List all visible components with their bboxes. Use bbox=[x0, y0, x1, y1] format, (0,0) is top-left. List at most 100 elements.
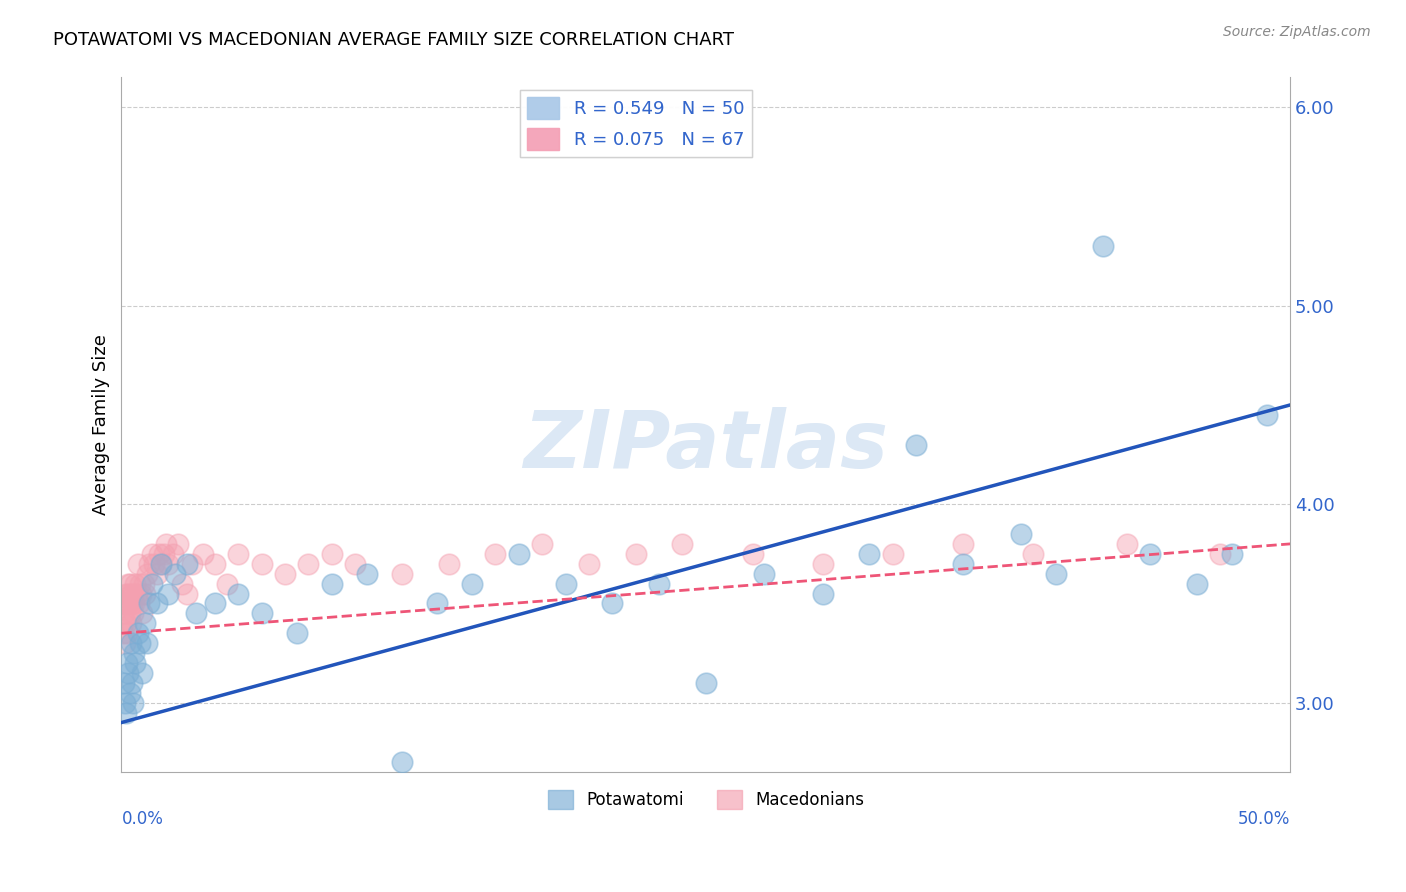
Text: ZIPatlas: ZIPatlas bbox=[523, 407, 889, 484]
Point bbox=[124, 646, 146, 660]
Point bbox=[112, 676, 135, 690]
Point bbox=[391, 756, 413, 770]
Point bbox=[226, 547, 249, 561]
Point bbox=[129, 576, 152, 591]
Point bbox=[484, 547, 506, 561]
Point bbox=[1022, 547, 1045, 561]
Point bbox=[150, 557, 173, 571]
Point bbox=[741, 547, 763, 561]
Point bbox=[120, 586, 142, 600]
Point bbox=[121, 597, 143, 611]
Point bbox=[193, 547, 215, 561]
Point bbox=[125, 586, 148, 600]
Point bbox=[952, 557, 974, 571]
Point bbox=[172, 576, 194, 591]
Point bbox=[145, 597, 167, 611]
Point bbox=[120, 636, 142, 650]
Point bbox=[131, 607, 153, 621]
Point bbox=[226, 586, 249, 600]
Point bbox=[165, 566, 187, 581]
Point bbox=[114, 586, 136, 600]
Point bbox=[124, 576, 146, 591]
Point bbox=[344, 557, 367, 571]
Point bbox=[186, 607, 208, 621]
Point bbox=[215, 576, 238, 591]
Point bbox=[138, 557, 160, 571]
Point bbox=[157, 586, 180, 600]
Point bbox=[131, 665, 153, 680]
Point bbox=[274, 566, 297, 581]
Point bbox=[437, 557, 460, 571]
Point bbox=[136, 566, 159, 581]
Point bbox=[122, 586, 145, 600]
Point bbox=[426, 597, 449, 611]
Point bbox=[531, 537, 554, 551]
Point bbox=[1115, 537, 1137, 551]
Point bbox=[858, 547, 880, 561]
Point bbox=[118, 686, 141, 700]
Point bbox=[176, 557, 198, 571]
Point bbox=[124, 597, 146, 611]
Point bbox=[204, 597, 226, 611]
Point bbox=[1092, 239, 1115, 253]
Point bbox=[117, 586, 139, 600]
Point bbox=[129, 636, 152, 650]
Point bbox=[1209, 547, 1232, 561]
Point bbox=[180, 557, 202, 571]
Text: 0.0%: 0.0% bbox=[121, 810, 163, 829]
Point bbox=[121, 676, 143, 690]
Point bbox=[120, 616, 142, 631]
Point bbox=[112, 597, 135, 611]
Point bbox=[150, 557, 173, 571]
Point bbox=[141, 547, 163, 561]
Point bbox=[648, 576, 671, 591]
Point bbox=[118, 597, 141, 611]
Point bbox=[152, 547, 174, 561]
Point bbox=[811, 557, 834, 571]
Point bbox=[117, 626, 139, 640]
Point bbox=[166, 537, 188, 551]
Point bbox=[297, 557, 319, 571]
Point bbox=[157, 557, 180, 571]
Point bbox=[124, 656, 146, 670]
Point bbox=[1256, 408, 1278, 422]
Point bbox=[811, 586, 834, 600]
Point bbox=[624, 547, 647, 561]
Point bbox=[578, 557, 600, 571]
Point bbox=[148, 547, 170, 561]
Point bbox=[118, 607, 141, 621]
Point bbox=[136, 636, 159, 650]
Point bbox=[754, 566, 776, 581]
Point bbox=[905, 437, 928, 451]
Point bbox=[114, 696, 136, 710]
Point bbox=[127, 557, 149, 571]
Point bbox=[127, 626, 149, 640]
Point bbox=[114, 636, 136, 650]
Point bbox=[115, 706, 138, 720]
Point bbox=[132, 576, 155, 591]
Point bbox=[882, 547, 904, 561]
Text: POTAWATOMI VS MACEDONIAN AVERAGE FAMILY SIZE CORRELATION CHART: POTAWATOMI VS MACEDONIAN AVERAGE FAMILY … bbox=[53, 31, 734, 49]
Point bbox=[115, 616, 138, 631]
Point bbox=[321, 576, 343, 591]
Point bbox=[1185, 576, 1208, 591]
Text: 50.0%: 50.0% bbox=[1237, 810, 1291, 829]
Point bbox=[461, 576, 484, 591]
Point bbox=[120, 576, 142, 591]
Y-axis label: Average Family Size: Average Family Size bbox=[93, 334, 110, 516]
Point bbox=[112, 616, 135, 631]
Point bbox=[508, 547, 530, 561]
Point bbox=[138, 597, 160, 611]
Point bbox=[143, 557, 166, 571]
Point bbox=[131, 586, 153, 600]
Point bbox=[1010, 527, 1032, 541]
Point bbox=[321, 547, 343, 561]
Point bbox=[391, 566, 413, 581]
Point bbox=[117, 656, 139, 670]
Point bbox=[1045, 566, 1067, 581]
Point bbox=[285, 626, 308, 640]
Point bbox=[111, 626, 134, 640]
Point bbox=[134, 616, 156, 631]
Point bbox=[204, 557, 226, 571]
Point bbox=[134, 586, 156, 600]
